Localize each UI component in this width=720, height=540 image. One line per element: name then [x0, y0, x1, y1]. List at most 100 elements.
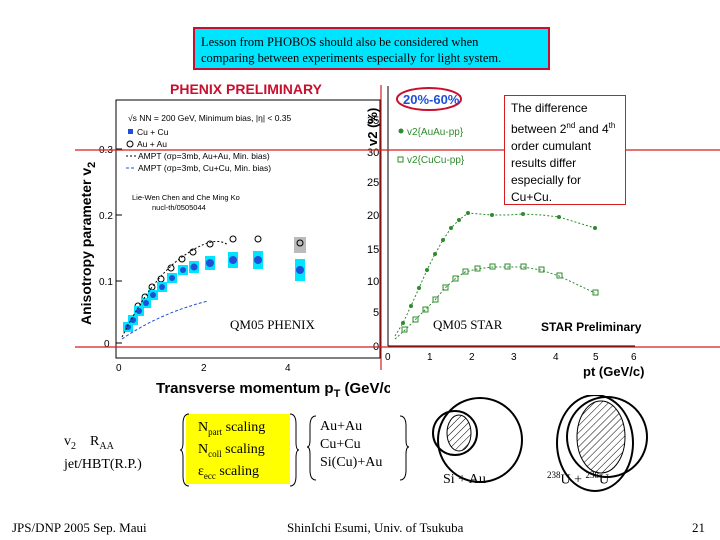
- xtick-6: 6: [631, 352, 637, 363]
- u-u-overlap: [576, 400, 626, 474]
- si-au-diagram: [432, 397, 523, 483]
- legend-cucu-marker: [128, 129, 133, 134]
- ytick-20: 20: [367, 210, 379, 222]
- system-cucu: Cu+Cu: [320, 437, 361, 452]
- star-brand: STAR Preliminary: [541, 320, 642, 334]
- auau-point: [206, 240, 214, 248]
- auau-point: [189, 248, 197, 256]
- auau-point: [296, 239, 304, 247]
- cucu-point: [178, 265, 188, 275]
- jet-hbt-line: jet/HBT(R.P.): [64, 456, 142, 472]
- cucu-point: [295, 259, 305, 281]
- auau-point: [229, 235, 237, 243]
- legend-auau: Au + Au: [137, 139, 167, 149]
- legend-ampt-cucu: AMPT (σp=3mb, Cu+Cu, Min. bias): [138, 163, 271, 173]
- callout-line-1: The difference: [511, 101, 588, 115]
- ytick-0.1: 0.1: [99, 277, 113, 288]
- scaling-braces: [180, 413, 300, 487]
- right-brace: [289, 413, 300, 487]
- star-ylabel: v2 (%): [365, 108, 380, 146]
- callout-line-6: Cu+Cu.: [511, 190, 553, 204]
- star-plot: v2 (%) 20%-60% 0 5 10 15 20 25 30 35 0 1…: [365, 86, 644, 379]
- ytick-0: 0: [104, 339, 110, 350]
- v2-raa-line: v2 RAA: [64, 434, 114, 452]
- ytick-10: 10: [367, 276, 379, 288]
- left-brace: [306, 415, 317, 481]
- star-xticks: 0 1 2 3 4 5 6: [385, 352, 637, 363]
- u-nucleus-2: [566, 396, 648, 478]
- cucu-point: [134, 306, 144, 316]
- system-sicu-au: Si(Cu)+Au: [320, 455, 383, 470]
- xtick-0: 0: [116, 363, 122, 374]
- xtick-2: 2: [469, 352, 475, 363]
- collision-geometry: [432, 395, 648, 492]
- systems-list: Au+Au Cu+Cu Si(Cu)+Au: [320, 418, 382, 472]
- si-au-overlap: [446, 414, 472, 452]
- observables-list: v2 RAA jet/HBT(R.P.): [64, 433, 142, 474]
- xtick-0: 0: [385, 352, 391, 363]
- phenix-title: PHENIX PRELIMINARY: [170, 81, 323, 97]
- ytick-5: 5: [373, 307, 379, 319]
- callout-line-3: order cumulant: [511, 139, 592, 153]
- scaling-box: Npart scaling Ncoll scaling εecc scaling: [186, 414, 290, 484]
- right-brace: [399, 415, 410, 481]
- lesson-callout: Lesson from PHOBOS should also be consid…: [193, 27, 550, 70]
- xtick-4: 4: [553, 352, 559, 363]
- callout-line-5: especially for: [511, 173, 582, 187]
- lesson-line-1: Lesson from PHOBOS should also be consid…: [201, 35, 479, 49]
- eps-scaling: εecc scaling: [198, 463, 260, 481]
- star-cucu-points: [401, 263, 599, 333]
- cucu-point: [228, 252, 238, 268]
- difference-callout: The difference between 2nd and 4th order…: [504, 95, 626, 205]
- u-u-diagram: [556, 395, 648, 492]
- cucu-point: [148, 290, 158, 300]
- cucu-point: [141, 298, 151, 308]
- legend-cucu: v2{CuCu-pp}: [407, 155, 465, 166]
- legend-ampt-auau: AMPT (σp=3mb, Au+Au, Min. bias): [138, 151, 270, 161]
- xtick-2: 2: [201, 363, 207, 374]
- xtick-1: 1: [427, 352, 433, 363]
- footer-author: ShinIchi Esumi, Univ. of Tsukuba: [287, 520, 464, 535]
- phenix-legend: √s NN = 200 GeV, Minimum bias, |η| < 0.3…: [126, 113, 292, 212]
- xtick-4: 4: [285, 363, 291, 374]
- callout-line-2: between 2nd and 4th: [511, 121, 616, 136]
- cucu-point: [205, 256, 215, 270]
- phenix-ylabel: Anisotropy parameter v2: [78, 162, 98, 325]
- ytick-25: 25: [367, 177, 379, 189]
- xtick-5: 5: [593, 352, 599, 363]
- ncoll-scaling: Ncoll scaling: [198, 441, 265, 459]
- legend-auau-marker: [126, 140, 134, 148]
- auau-point: [167, 264, 175, 272]
- footer-conference: JPS/DNP 2005 Sep. Maui: [12, 520, 147, 535]
- lesson-line-2: comparing between experiments especially…: [201, 51, 502, 65]
- legend-cucu: Cu + Cu: [137, 127, 169, 137]
- systematic-band: [294, 237, 306, 253]
- cucu-point: [157, 282, 167, 292]
- au-nucleus: [437, 397, 523, 483]
- page-number: 21: [692, 520, 705, 535]
- phenix-credit-2: nucl-th/0505044: [152, 203, 206, 212]
- ytick-0.2: 0.2: [99, 211, 113, 222]
- ampt-cucu-curve: [121, 300, 209, 340]
- ytick-15: 15: [367, 244, 379, 256]
- npart-scaling: Npart scaling: [198, 420, 266, 437]
- ampt-auau-curve: [121, 241, 229, 338]
- ytick-35: 35: [367, 115, 379, 127]
- phenix-plot: PHENIX PRELIMINARY Anisotropy parameter …: [78, 81, 390, 400]
- u-u-label: 238U + 238U: [547, 470, 610, 488]
- legend-energy: √s NN = 200 GeV, Minimum bias, |η| < 0.3…: [128, 113, 292, 123]
- star-auau-points: [401, 211, 597, 325]
- systems-braces: [306, 415, 410, 481]
- phenix-data-points: [123, 235, 305, 332]
- cucu-point: [253, 251, 263, 269]
- si-au-label: Si + Au: [443, 472, 486, 487]
- qm05-star-label: QM05 STAR: [433, 317, 503, 332]
- star-xlabel: pt (GeV/c): [583, 364, 644, 379]
- callout-line-4: results differ: [511, 156, 577, 170]
- phenix-xticks: 0 2 4: [116, 363, 291, 374]
- auau-point: [254, 235, 262, 243]
- u-nucleus-1: [556, 395, 634, 492]
- cucu-point: [189, 261, 199, 273]
- centrality-circle: [396, 87, 462, 111]
- system-auau: Au+Au: [320, 419, 363, 434]
